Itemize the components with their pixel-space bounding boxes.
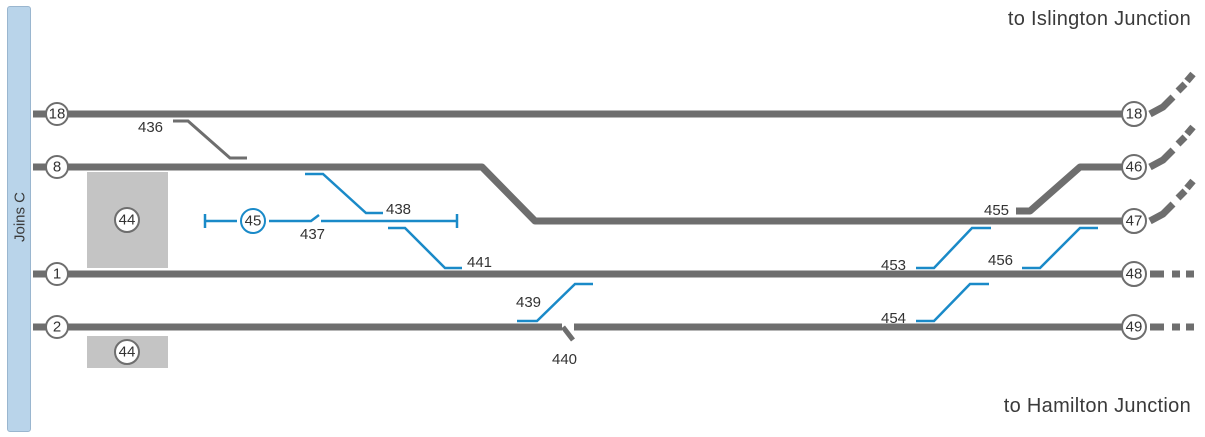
- track-number-49: 49: [1126, 319, 1143, 336]
- point-label-453: 453: [881, 257, 906, 274]
- track-circle-49: [1121, 314, 1147, 340]
- point-label-436: 436: [138, 119, 163, 136]
- point-436-line: [173, 119, 247, 160]
- joins-c-bar: Joins C: [7, 6, 31, 432]
- track-47-dashes: [1175, 178, 1196, 201]
- siding-45-line: [203, 214, 320, 228]
- track-18-dashes: [1175, 71, 1196, 94]
- track-number-8: 8: [53, 159, 61, 176]
- platform-circle-lower: [114, 339, 140, 365]
- track-number-18-right: 18: [1126, 106, 1143, 123]
- point-440-line: [561, 325, 575, 342]
- track-number-18-left: 18: [49, 106, 66, 123]
- point-label-440: 440: [552, 351, 577, 368]
- point-label-437: 437: [300, 226, 325, 243]
- track-46-continuation: [1148, 147, 1176, 171]
- point-label-441: 441: [467, 254, 492, 271]
- track-number-48: 48: [1126, 266, 1143, 283]
- point-454-line: [916, 282, 989, 323]
- track-46-dashes: [1175, 124, 1196, 147]
- track-circle-47: [1121, 208, 1147, 234]
- islington-junction-label: to Islington Junction: [1007, 8, 1191, 30]
- point-438-line: [305, 172, 383, 215]
- track-46: [1016, 163, 1122, 215]
- track-number-2: 2: [53, 319, 61, 336]
- point-439-line: [517, 282, 593, 323]
- track-circle-18-left: [45, 102, 69, 126]
- platform-number-upper: 44: [119, 212, 136, 229]
- track-circle-46: [1121, 154, 1147, 180]
- point-453-line: [916, 226, 991, 270]
- track-number-1: 1: [53, 266, 61, 283]
- point-label-455: 455: [984, 202, 1009, 219]
- point-label-456: 456: [988, 252, 1013, 269]
- siding-circle-45: [240, 208, 266, 234]
- point-label-438: 438: [386, 201, 411, 218]
- point-label-454: 454: [881, 310, 906, 327]
- point-441-line: [388, 226, 462, 270]
- platform-number-lower: 44: [119, 344, 136, 361]
- track-circle-1: [45, 262, 69, 286]
- platform-circle-upper: [114, 207, 140, 233]
- hamilton-junction-label: to Hamilton Junction: [1003, 395, 1191, 417]
- track-number-47: 47: [1126, 213, 1143, 230]
- track-number-46: 46: [1126, 159, 1143, 176]
- track-circle-18-right: [1121, 101, 1147, 127]
- siding-437-line: [321, 214, 459, 228]
- track-18-continuation: [1148, 94, 1176, 118]
- point-456-line: [1022, 226, 1098, 270]
- track-47-continuation: [1148, 201, 1176, 225]
- track-8: [33, 163, 1122, 225]
- track-circle-2: [45, 315, 69, 339]
- point-label-439: 439: [516, 294, 541, 311]
- track-circle-48: [1121, 261, 1147, 287]
- track-circle-8: [45, 155, 69, 179]
- siding-number-45: 45: [245, 213, 262, 230]
